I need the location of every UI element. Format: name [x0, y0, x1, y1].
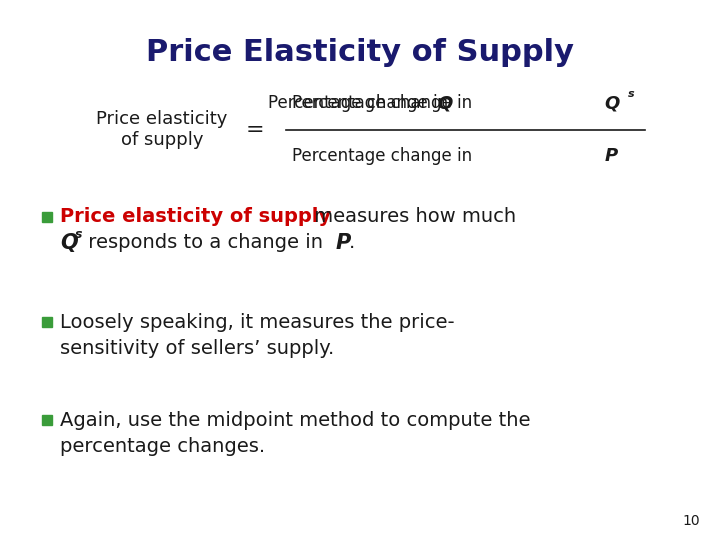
Bar: [42, 317, 52, 327]
Text: Price elasticity of supply: Price elasticity of supply: [60, 207, 331, 226]
Text: Price elasticity
of supply: Price elasticity of supply: [96, 110, 228, 149]
Text: sensitivity of sellers’ supply.: sensitivity of sellers’ supply.: [60, 339, 334, 357]
Text: Loosely speaking, it measures the price-: Loosely speaking, it measures the price-: [60, 313, 454, 332]
Text: .: .: [349, 233, 355, 253]
Text: =: =: [246, 119, 264, 140]
Text: Percentage change in: Percentage change in: [268, 94, 453, 112]
Bar: [42, 415, 52, 425]
Text: Q: Q: [605, 94, 620, 112]
Text: s: s: [628, 89, 634, 99]
Text: responds to a change in: responds to a change in: [82, 233, 329, 253]
Text: P: P: [336, 233, 351, 253]
Text: Q: Q: [60, 233, 78, 253]
Text: 10: 10: [683, 514, 700, 528]
Text: measures how much: measures how much: [308, 207, 516, 226]
Text: percentage changes.: percentage changes.: [60, 436, 265, 456]
Text: Percentage change in: Percentage change in: [292, 147, 477, 165]
Text: Price Elasticity of Supply: Price Elasticity of Supply: [146, 38, 574, 67]
Text: P: P: [605, 147, 618, 165]
Text: Again, use the midpoint method to compute the: Again, use the midpoint method to comput…: [60, 410, 531, 429]
Text: s: s: [75, 227, 83, 240]
Text: Q: Q: [438, 94, 453, 112]
Bar: [42, 212, 52, 222]
Text: Percentage change in: Percentage change in: [292, 94, 477, 112]
